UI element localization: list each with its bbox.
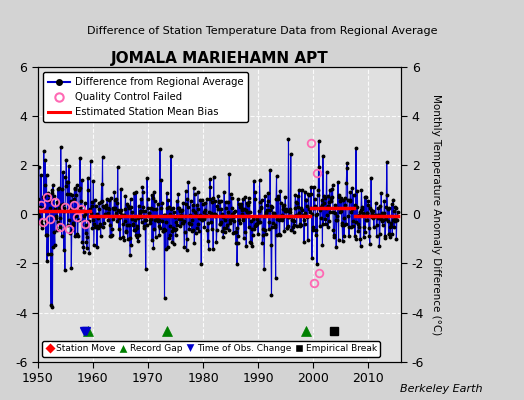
Text: Berkeley Earth: Berkeley Earth [400, 384, 482, 394]
Title: JOMALA MARIEHAMN APT: JOMALA MARIEHAMN APT [111, 51, 329, 66]
Text: Difference of Station Temperature Data from Regional Average: Difference of Station Temperature Data f… [87, 26, 437, 36]
Legend: Station Move, Record Gap, Time of Obs. Change, Empirical Break: Station Move, Record Gap, Time of Obs. C… [42, 341, 380, 357]
Y-axis label: Monthly Temperature Anomaly Difference (°C): Monthly Temperature Anomaly Difference (… [431, 94, 441, 335]
